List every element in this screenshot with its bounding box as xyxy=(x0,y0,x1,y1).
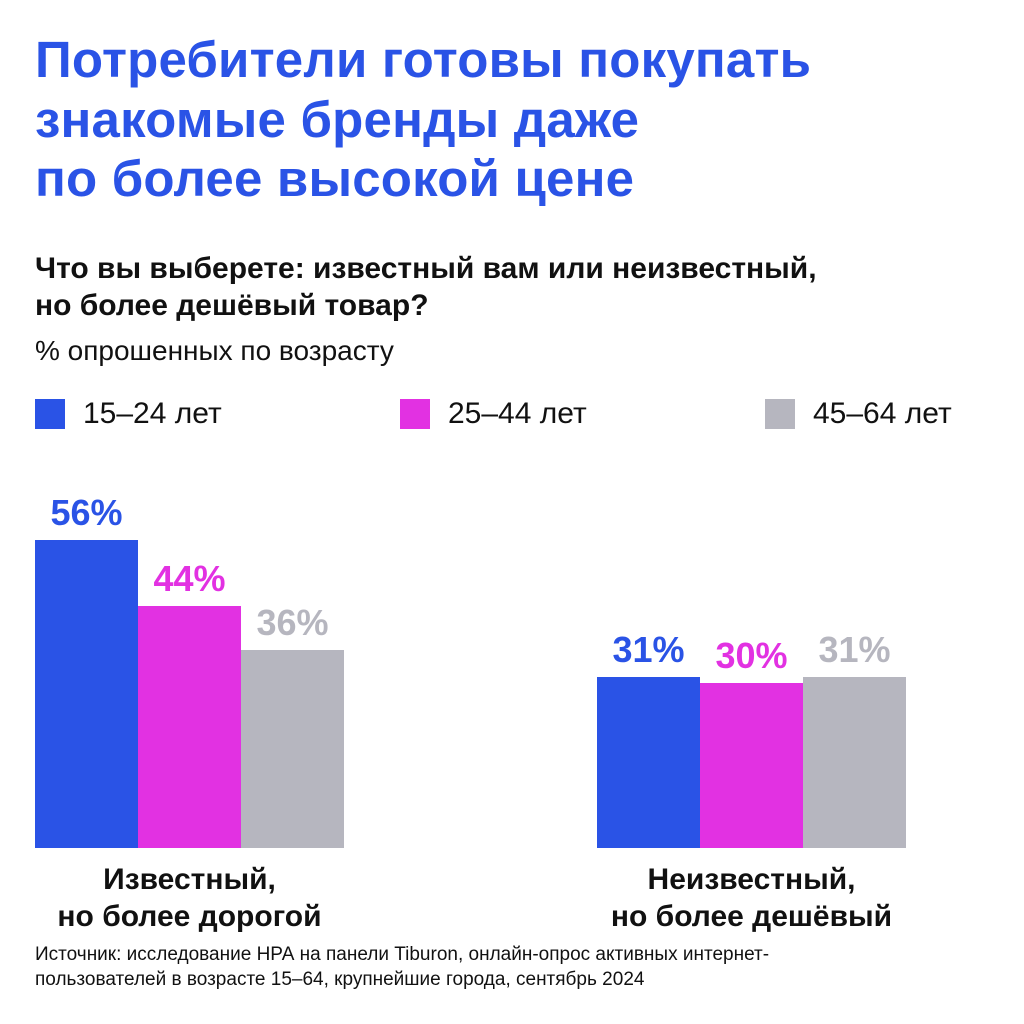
bar-column-45–64-лет: 36% xyxy=(241,601,344,848)
title-line: по более высокой цене xyxy=(35,150,635,208)
bar xyxy=(35,539,138,848)
bar xyxy=(700,682,803,848)
group-caption: Известный, но более дорогой xyxy=(35,862,344,936)
bar-column-25–44-лет: 30% xyxy=(700,634,803,848)
bar-value-label: 36% xyxy=(256,601,329,643)
group-caption: Неизвестный, но более дешёвый xyxy=(597,862,906,936)
bars-known: 56% 44% 36% xyxy=(35,486,344,848)
caption-line: но более дорогой xyxy=(57,899,322,933)
legend-item-15-24: 15–24 лет xyxy=(35,397,400,431)
title-line: Потребители готовы покупать xyxy=(35,31,812,88)
unit-note: % опрошенных по возрасту xyxy=(35,334,394,366)
bar xyxy=(597,677,700,848)
caption-line: Неизвестный, xyxy=(647,862,856,896)
bar-value-label: 56% xyxy=(50,491,123,533)
legend-label: 25–44 лет xyxy=(448,396,587,430)
source-line: Источник: исследование НРА на панели Tib… xyxy=(35,943,770,965)
legend-swatch-blue xyxy=(35,398,65,429)
source-line: пользователей в возрасте 15–64, крупнейш… xyxy=(35,968,645,990)
legend-item-45-64: 45–64 лет xyxy=(765,397,952,431)
legend-item-25-44: 25–44 лет xyxy=(400,397,765,431)
legend-swatch-gray xyxy=(765,398,795,429)
bar-group-unknown-cheap: 31% 30% 31% Неизвестный, но более дешёвый xyxy=(597,486,906,936)
bar xyxy=(241,649,344,848)
bar-column-15–24-лет: 56% xyxy=(35,491,138,848)
caption-line: но более дешёвый xyxy=(610,899,893,933)
caption-line: Известный, xyxy=(103,862,276,896)
survey-question: Что вы выберете: известный вам или неизв… xyxy=(35,251,989,325)
question-line: но более дешёвый товар? xyxy=(35,288,429,322)
bar-column-15–24-лет: 31% xyxy=(597,632,700,848)
bar-column-25–44-лет: 44% xyxy=(138,557,241,848)
chart-legend: 15–24 лет 25–44 лет 45–64 лет xyxy=(35,397,989,431)
bar-group-known-expensive: 56% 44% 36% Известный, но более дорогой xyxy=(35,486,344,936)
bar-chart: 56% 44% 36% Известный, но более дорогой 31… xyxy=(35,486,989,936)
bars-unknown: 31% 30% 31% xyxy=(597,486,906,848)
page-title: Потребители готовы покупать знакомые бре… xyxy=(35,30,989,209)
title-line: знакомые бренды даже xyxy=(35,90,640,148)
legend-swatch-magenta xyxy=(400,398,430,429)
bar xyxy=(803,677,906,848)
legend-label: 45–64 лет xyxy=(813,396,952,430)
bar-column-45–64-лет: 31% xyxy=(803,632,906,848)
bar-value-label: 31% xyxy=(818,629,891,671)
question-line: Что вы выберете: известный вам или неизв… xyxy=(35,251,817,285)
bar xyxy=(138,605,241,848)
source-note: Источник: исследование НРА на панели Tib… xyxy=(35,942,769,992)
legend-label: 15–24 лет xyxy=(83,396,222,430)
bar-value-label: 44% xyxy=(153,557,226,599)
bar-value-label: 31% xyxy=(612,629,685,671)
bar-value-label: 30% xyxy=(715,634,788,676)
